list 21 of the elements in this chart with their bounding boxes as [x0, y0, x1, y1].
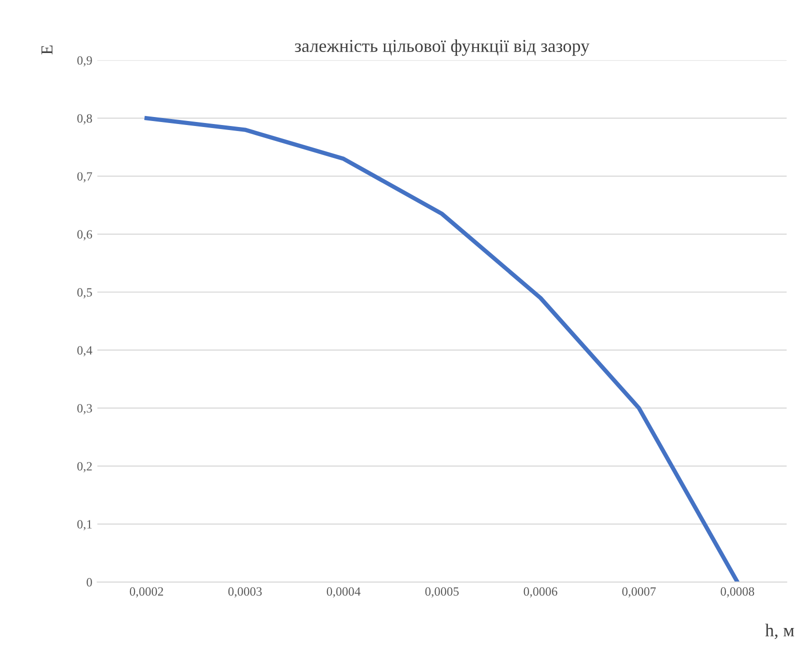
y-tick-label: 0,7: [77, 172, 92, 182]
x-tick-label: 0,0002: [130, 587, 164, 598]
y-tick-label: 0,6: [77, 230, 92, 240]
y-tick-label: 0,5: [77, 288, 92, 298]
y-tick-label: 0,8: [77, 114, 92, 124]
y-axis-title: E: [41, 46, 52, 54]
y-tick-label: 0,4: [77, 346, 92, 356]
y-tick-label: 0,1: [77, 520, 92, 530]
x-tick-label: 0,0008: [720, 587, 754, 598]
y-tick-label: 0,9: [77, 56, 92, 66]
x-tick-label: 0,0004: [326, 587, 361, 598]
x-axis-title: h, м: [765, 624, 794, 640]
y-tick-label: 0,2: [77, 462, 92, 472]
x-tick-label: 0,0005: [425, 587, 459, 598]
line-series: [144, 116, 740, 582]
x-tick-label: 0,0007: [622, 587, 656, 598]
y-tick-label: 0: [86, 578, 92, 586]
x-tick-label: 0,0006: [524, 587, 558, 598]
y-tick-label: 0,3: [77, 404, 92, 414]
x-tick-label: 0,0003: [228, 587, 262, 598]
chart-title: залежність цільової функції від зазору: [294, 39, 590, 56]
